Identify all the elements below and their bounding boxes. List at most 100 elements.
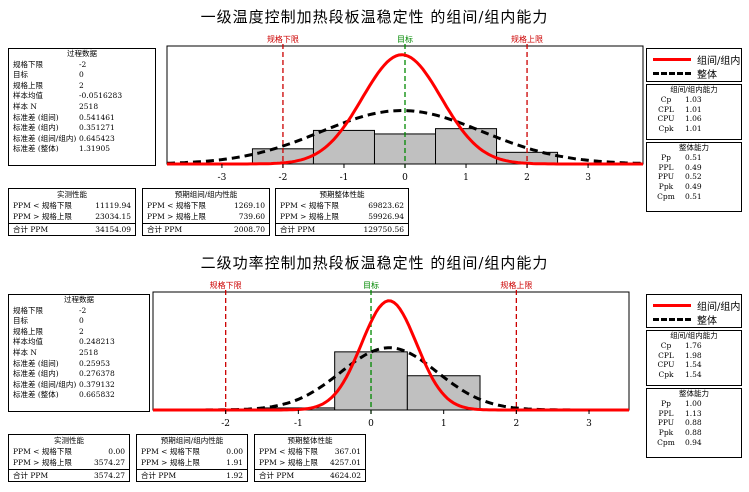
process-data-row: 标准差 (组内) 0.351271 <box>9 123 155 134</box>
capability-value: 1.03 <box>685 94 702 104</box>
process-data-row: 标准差 (组间) 0.25953 <box>9 359 149 370</box>
ppm-row: PPM < 规格下限 1269.10 <box>143 200 269 211</box>
legend-item-overall: 整体 <box>653 312 717 327</box>
capability-value: 0.51 <box>685 191 702 201</box>
process-data-value: 0.645423 <box>79 133 115 143</box>
capability-value: 0.52 <box>685 172 702 182</box>
capability-label: PPU <box>657 172 675 182</box>
observed-performance-header: 实测性能 <box>57 190 87 199</box>
process-data-value: 2 <box>79 326 84 336</box>
process-data-header: 过程数据 <box>67 49 97 58</box>
process-data-label: 目标 <box>13 316 28 326</box>
capability-label: PPL <box>658 408 674 418</box>
process-data-label: 标准差 (整体) <box>13 144 59 154</box>
ppm-row: 合计 PPM 3574.27 <box>9 468 129 481</box>
ppm-row: PPM < 规格下限 69823.62 <box>276 200 408 211</box>
capability-row: CPU 1.54 <box>647 360 741 370</box>
capability-value: 0.49 <box>685 182 702 192</box>
capability-row: PPU 0.88 <box>647 418 741 428</box>
ppm-value: 69823.62 <box>368 201 404 211</box>
ppm-row: 合计 PPM 4624.02 <box>255 468 365 481</box>
histogram-chart: 规格下限 目标 规格上限 -3 -2 -1 0 1 2 3 <box>166 34 644 183</box>
capability-value: 1.13 <box>685 408 702 418</box>
process-data-row: 样本均值 -0.0516283 <box>9 91 155 102</box>
legend-line-overall <box>653 72 691 75</box>
x-tick-label: 0 <box>402 173 408 183</box>
capability-panel-2: 二级功率控制加热段板温稳定性 的组间/组内能力 过程数据 规格下限 -2 目标 0 规格… <box>0 246 749 492</box>
target-label: 目标 <box>363 280 379 290</box>
capability-row: PPL 1.13 <box>647 409 741 419</box>
overall-capability-table: 整体能力 Pp 0.51 PPL 0.49 PPU 0.52 Ppk 0.49 Cpm 0.51 <box>646 142 742 212</box>
x-tick-label: 1 <box>441 419 447 429</box>
process-data-value: 1.31905 <box>79 144 111 154</box>
ppm-value: 23034.15 <box>95 212 131 222</box>
process-data-row: 标准差 (整体) 1.31905 <box>9 144 155 155</box>
legend-label-overall: 整体 <box>697 316 717 327</box>
process-data-label: 目标 <box>13 70 28 80</box>
capability-label: Pp <box>661 152 671 162</box>
ppm-label: 合计 PPM <box>13 224 49 234</box>
process-data-row: 规格上限 2 <box>9 327 149 338</box>
within-capability-header: 组间/组内能力 <box>670 85 718 94</box>
ppm-value: 2008.70 <box>233 224 265 234</box>
within-capability-table: 组间/组内能力 Cp 1.76 CPL 1.98 CPU 1.54 Cpk 1.54 <box>646 330 742 386</box>
within-curve <box>167 53 643 166</box>
histogram-bar <box>312 129 375 165</box>
ppm-label: PPM < 规格下限 <box>280 201 339 211</box>
within-curve <box>153 299 629 412</box>
capability-label: Cpm <box>657 437 675 447</box>
ppm-value: 1269.10 <box>233 201 265 211</box>
x-tick-label: 0 <box>368 419 374 429</box>
overall-capability-rows: Pp 0.51 PPL 0.49 PPU 0.52 Ppk 0.49 Cpm 0.51 <box>647 153 741 202</box>
observed-performance-rows: PPM < 规格下限 0.00 PPM > 规格上限 3574.27 合计 PPM 357… <box>9 446 129 481</box>
capability-row: PPU 0.52 <box>647 172 741 182</box>
legend: 组间/组内 整体 <box>646 48 742 82</box>
process-data-label: 规格下限 <box>13 305 43 315</box>
overall-capability-header: 整体能力 <box>679 389 709 398</box>
capability-row: Cp 1.76 <box>647 341 741 351</box>
process-data-value: 2518 <box>79 101 99 111</box>
capability-row: Cpk 1.54 <box>647 370 741 380</box>
capability-label: CPL <box>658 350 674 360</box>
overall-capability-header: 整体能力 <box>679 143 709 152</box>
within-capability-header: 组间/组内能力 <box>670 331 718 340</box>
legend: 组间/组内 整体 <box>646 294 742 328</box>
process-data-label: 标准差 (组间/组内) <box>13 133 77 143</box>
x-tick-label: 1 <box>463 173 469 183</box>
capability-value: 1.54 <box>685 370 702 380</box>
capability-value: 0.49 <box>685 162 702 172</box>
process-data-row: 规格上限 2 <box>9 81 155 92</box>
capability-row: PPL 0.49 <box>647 163 741 173</box>
ppm-value: 4257.01 <box>329 458 361 468</box>
ppm-row: PPM > 规格上限 739.60 <box>143 211 269 222</box>
ppm-row: 合计 PPM 129750.56 <box>276 222 408 235</box>
ppm-value: 129750.56 <box>363 224 404 234</box>
expected-overall-rows: PPM < 规格下限 367.01 PPM > 规格上限 4257.01 合计 PPM 4… <box>255 446 365 481</box>
x-tick-label: 2 <box>524 173 530 183</box>
ppm-label: 合计 PPM <box>141 470 177 480</box>
ppm-row: 合计 PPM 2008.70 <box>143 222 269 235</box>
x-tick-label: 3 <box>586 419 592 429</box>
ppm-value: 59926.94 <box>368 212 404 222</box>
histogram-chart: 规格下限 目标 规格上限 -2 -1 0 1 2 3 <box>152 280 630 429</box>
capability-label: PPU <box>657 418 675 428</box>
ppm-label: PPM > 规格上限 <box>147 212 206 222</box>
capability-row: Ppk 0.49 <box>647 182 741 192</box>
process-data-row: 样本均值 0.248213 <box>9 337 149 348</box>
process-data-row: 规格下限 -2 <box>9 306 149 317</box>
ppm-row: PPM > 规格上限 23034.15 <box>9 211 135 222</box>
process-data-row: 目标 0 <box>9 70 155 81</box>
ppm-value: 3574.27 <box>93 458 125 468</box>
capability-row: Ppk 0.88 <box>647 428 741 438</box>
process-data-row: 样本 N 2518 <box>9 102 155 113</box>
capability-value: 1.76 <box>685 340 702 350</box>
capability-label: PPL <box>658 162 674 172</box>
expected-overall-performance-table: 预期整体性能 PPM < 规格下限 367.01 PPM > 规格上限 4257.01… <box>254 434 366 482</box>
process-data-row: 规格下限 -2 <box>9 60 155 71</box>
process-data-value: 0.276378 <box>79 369 115 379</box>
ppm-row: PPM < 规格下限 367.01 <box>255 446 365 457</box>
capability-row: Cpm 0.51 <box>647 192 741 202</box>
capability-row: Pp 0.51 <box>647 153 741 163</box>
process-data-value: 2 <box>79 80 84 90</box>
capability-label: Cpm <box>657 191 675 201</box>
